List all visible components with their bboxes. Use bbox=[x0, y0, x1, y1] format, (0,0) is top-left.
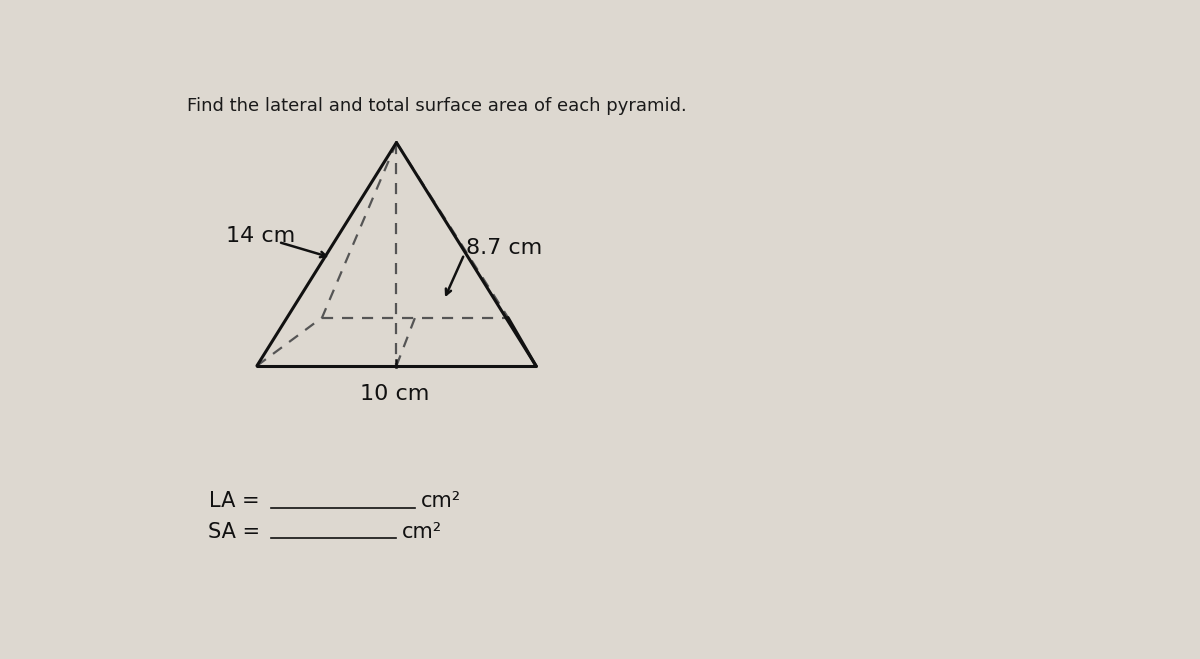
Text: cm²: cm² bbox=[421, 491, 461, 511]
Text: 8.7 cm: 8.7 cm bbox=[467, 237, 542, 258]
Text: SA =: SA = bbox=[208, 522, 266, 542]
Text: 14 cm: 14 cm bbox=[227, 227, 295, 246]
Text: Find the lateral and total surface area of each pyramid.: Find the lateral and total surface area … bbox=[187, 97, 686, 115]
Text: LA =: LA = bbox=[209, 491, 266, 511]
Text: cm²: cm² bbox=[402, 522, 443, 542]
Text: 10 cm: 10 cm bbox=[360, 384, 430, 403]
